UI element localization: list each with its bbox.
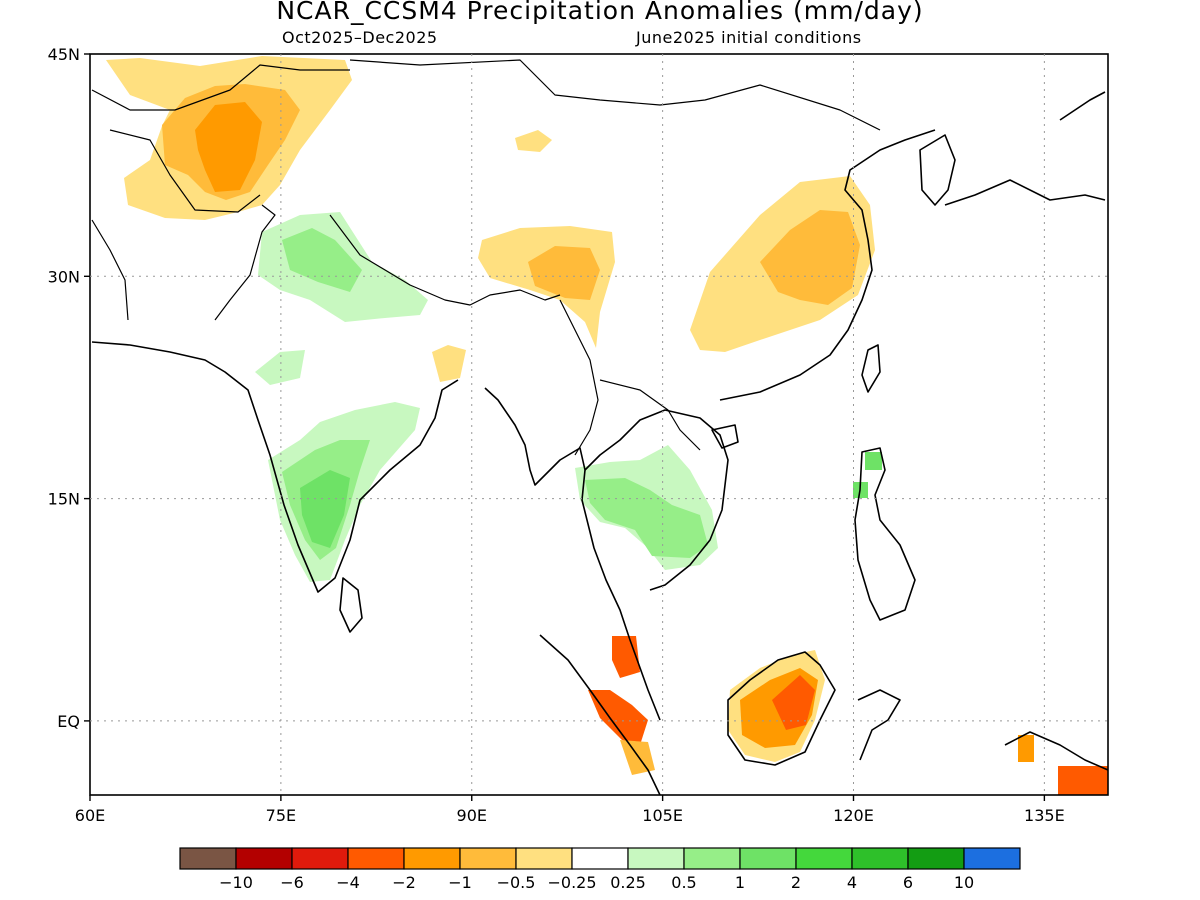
dry-region-south-sumatra [620, 740, 655, 775]
dry-core-tibet [528, 246, 600, 300]
colorbar-swatch [571, 847, 629, 870]
x-tick-label: 90E [457, 806, 487, 825]
initial-conditions: June2025 initial conditions [636, 28, 862, 47]
wet-region-philippines [865, 452, 882, 470]
colorbar-swatch [459, 847, 517, 870]
coastline-indochina [584, 409, 729, 591]
coastline-japan [944, 91, 1106, 206]
colorbar-swatch [683, 847, 741, 870]
dry-region-north-china [515, 130, 552, 152]
border-iran-pakistan [91, 219, 129, 321]
coastline-philippines [854, 447, 916, 621]
coastline-new-guinea [1004, 731, 1109, 771]
coastline-south-china [719, 129, 936, 401]
wet-core-indochina [585, 478, 708, 558]
y-tick-label: EQ [57, 712, 80, 731]
border-himalaya [329, 214, 561, 306]
border-laos-vietnam [599, 379, 701, 451]
country-borders [91, 59, 881, 456]
dry-region-new-guinea [1058, 766, 1108, 795]
map-frame [89, 53, 1109, 796]
colorbar-swatch [963, 847, 1021, 870]
coastline-taiwan [861, 344, 881, 393]
coastline-bay-of-bengal-east [484, 387, 661, 721]
border-pakistan-india [214, 204, 276, 321]
map-title: NCAR_CCSM4 Precipitation Anomalies (mm/d… [276, 0, 924, 25]
coastline-sulawesi [857, 689, 901, 761]
colorbar-swatch [235, 847, 293, 870]
dry-region-bangladesh [432, 345, 466, 382]
coastline-borneo [727, 651, 836, 766]
colorbar-swatch [403, 847, 461, 870]
anomaly-shading [106, 56, 1108, 795]
dry-region-papua-west [1018, 735, 1034, 762]
colorbar-label: 4 [847, 873, 857, 892]
dry-peak-afghanistan [195, 102, 262, 192]
gridlines [90, 54, 1108, 795]
colorbar-label: −0.25 [547, 873, 596, 892]
dry-core-east-china [760, 210, 860, 305]
dry-region-sumatra [588, 690, 648, 745]
colorbar-label: −1 [448, 873, 472, 892]
forecast-period: Oct2025–Dec2025 [282, 28, 438, 47]
colorbar-swatch [739, 847, 797, 870]
wet-peak-south-india [300, 470, 350, 548]
y-tick-label: 15N [48, 490, 80, 509]
dry-peak-borneo [772, 675, 815, 730]
colorbar-label: −2 [392, 873, 416, 892]
axis-ticks: 60E 75E 90E 105E 120E 135E 45N 30N 15N EQ [48, 45, 1065, 825]
coastline-hainan [711, 424, 739, 449]
colorbar-label: 1 [735, 873, 745, 892]
x-tick-label: 60E [75, 806, 105, 825]
colorbar-label: 2 [791, 873, 801, 892]
colorbar-label: −4 [336, 873, 360, 892]
x-tick-label: 75E [266, 806, 296, 825]
colorbar-swatch [627, 847, 685, 870]
colorbar-swatch [515, 847, 573, 870]
coastline-sumatra [539, 634, 661, 796]
colorbar-label: 0.25 [610, 873, 646, 892]
border-central-asia [91, 64, 350, 111]
colorbar-swatch [347, 847, 405, 870]
colorbar-swatch [179, 847, 237, 870]
colorbar-label: 10 [954, 873, 974, 892]
colorbar-swatch [907, 847, 965, 870]
colorbar-label: −0.5 [497, 873, 536, 892]
y-tick-label: 30N [48, 267, 80, 286]
coastlines [91, 91, 1109, 796]
border-myanmar [559, 299, 599, 456]
x-tick-label: 105E [642, 806, 683, 825]
colorbar-label: 6 [903, 873, 913, 892]
colorbar-swatch [851, 847, 909, 870]
border-mongolia-china [349, 59, 881, 131]
coastline-sri-lanka [339, 577, 363, 633]
coastline-india [91, 341, 459, 593]
x-tick-label: 120E [833, 806, 874, 825]
colorbar-swatch [291, 847, 349, 870]
coastline-korea [919, 134, 956, 206]
x-tick-label: 135E [1024, 806, 1065, 825]
colorbar-swatch [795, 847, 853, 870]
colorbar-label: 0.5 [671, 873, 696, 892]
colorbar-label: −10 [219, 873, 253, 892]
y-tick-label: 45N [48, 45, 80, 64]
border-afghanistan [109, 129, 261, 213]
colorbar-label: −6 [280, 873, 304, 892]
colorbar: −10 −6 −4 −2 −1 −0.5 −0.25 0.25 0.5 1 2 4 6 10 [179, 847, 1021, 892]
wet-region-sri-lanka [255, 350, 305, 385]
